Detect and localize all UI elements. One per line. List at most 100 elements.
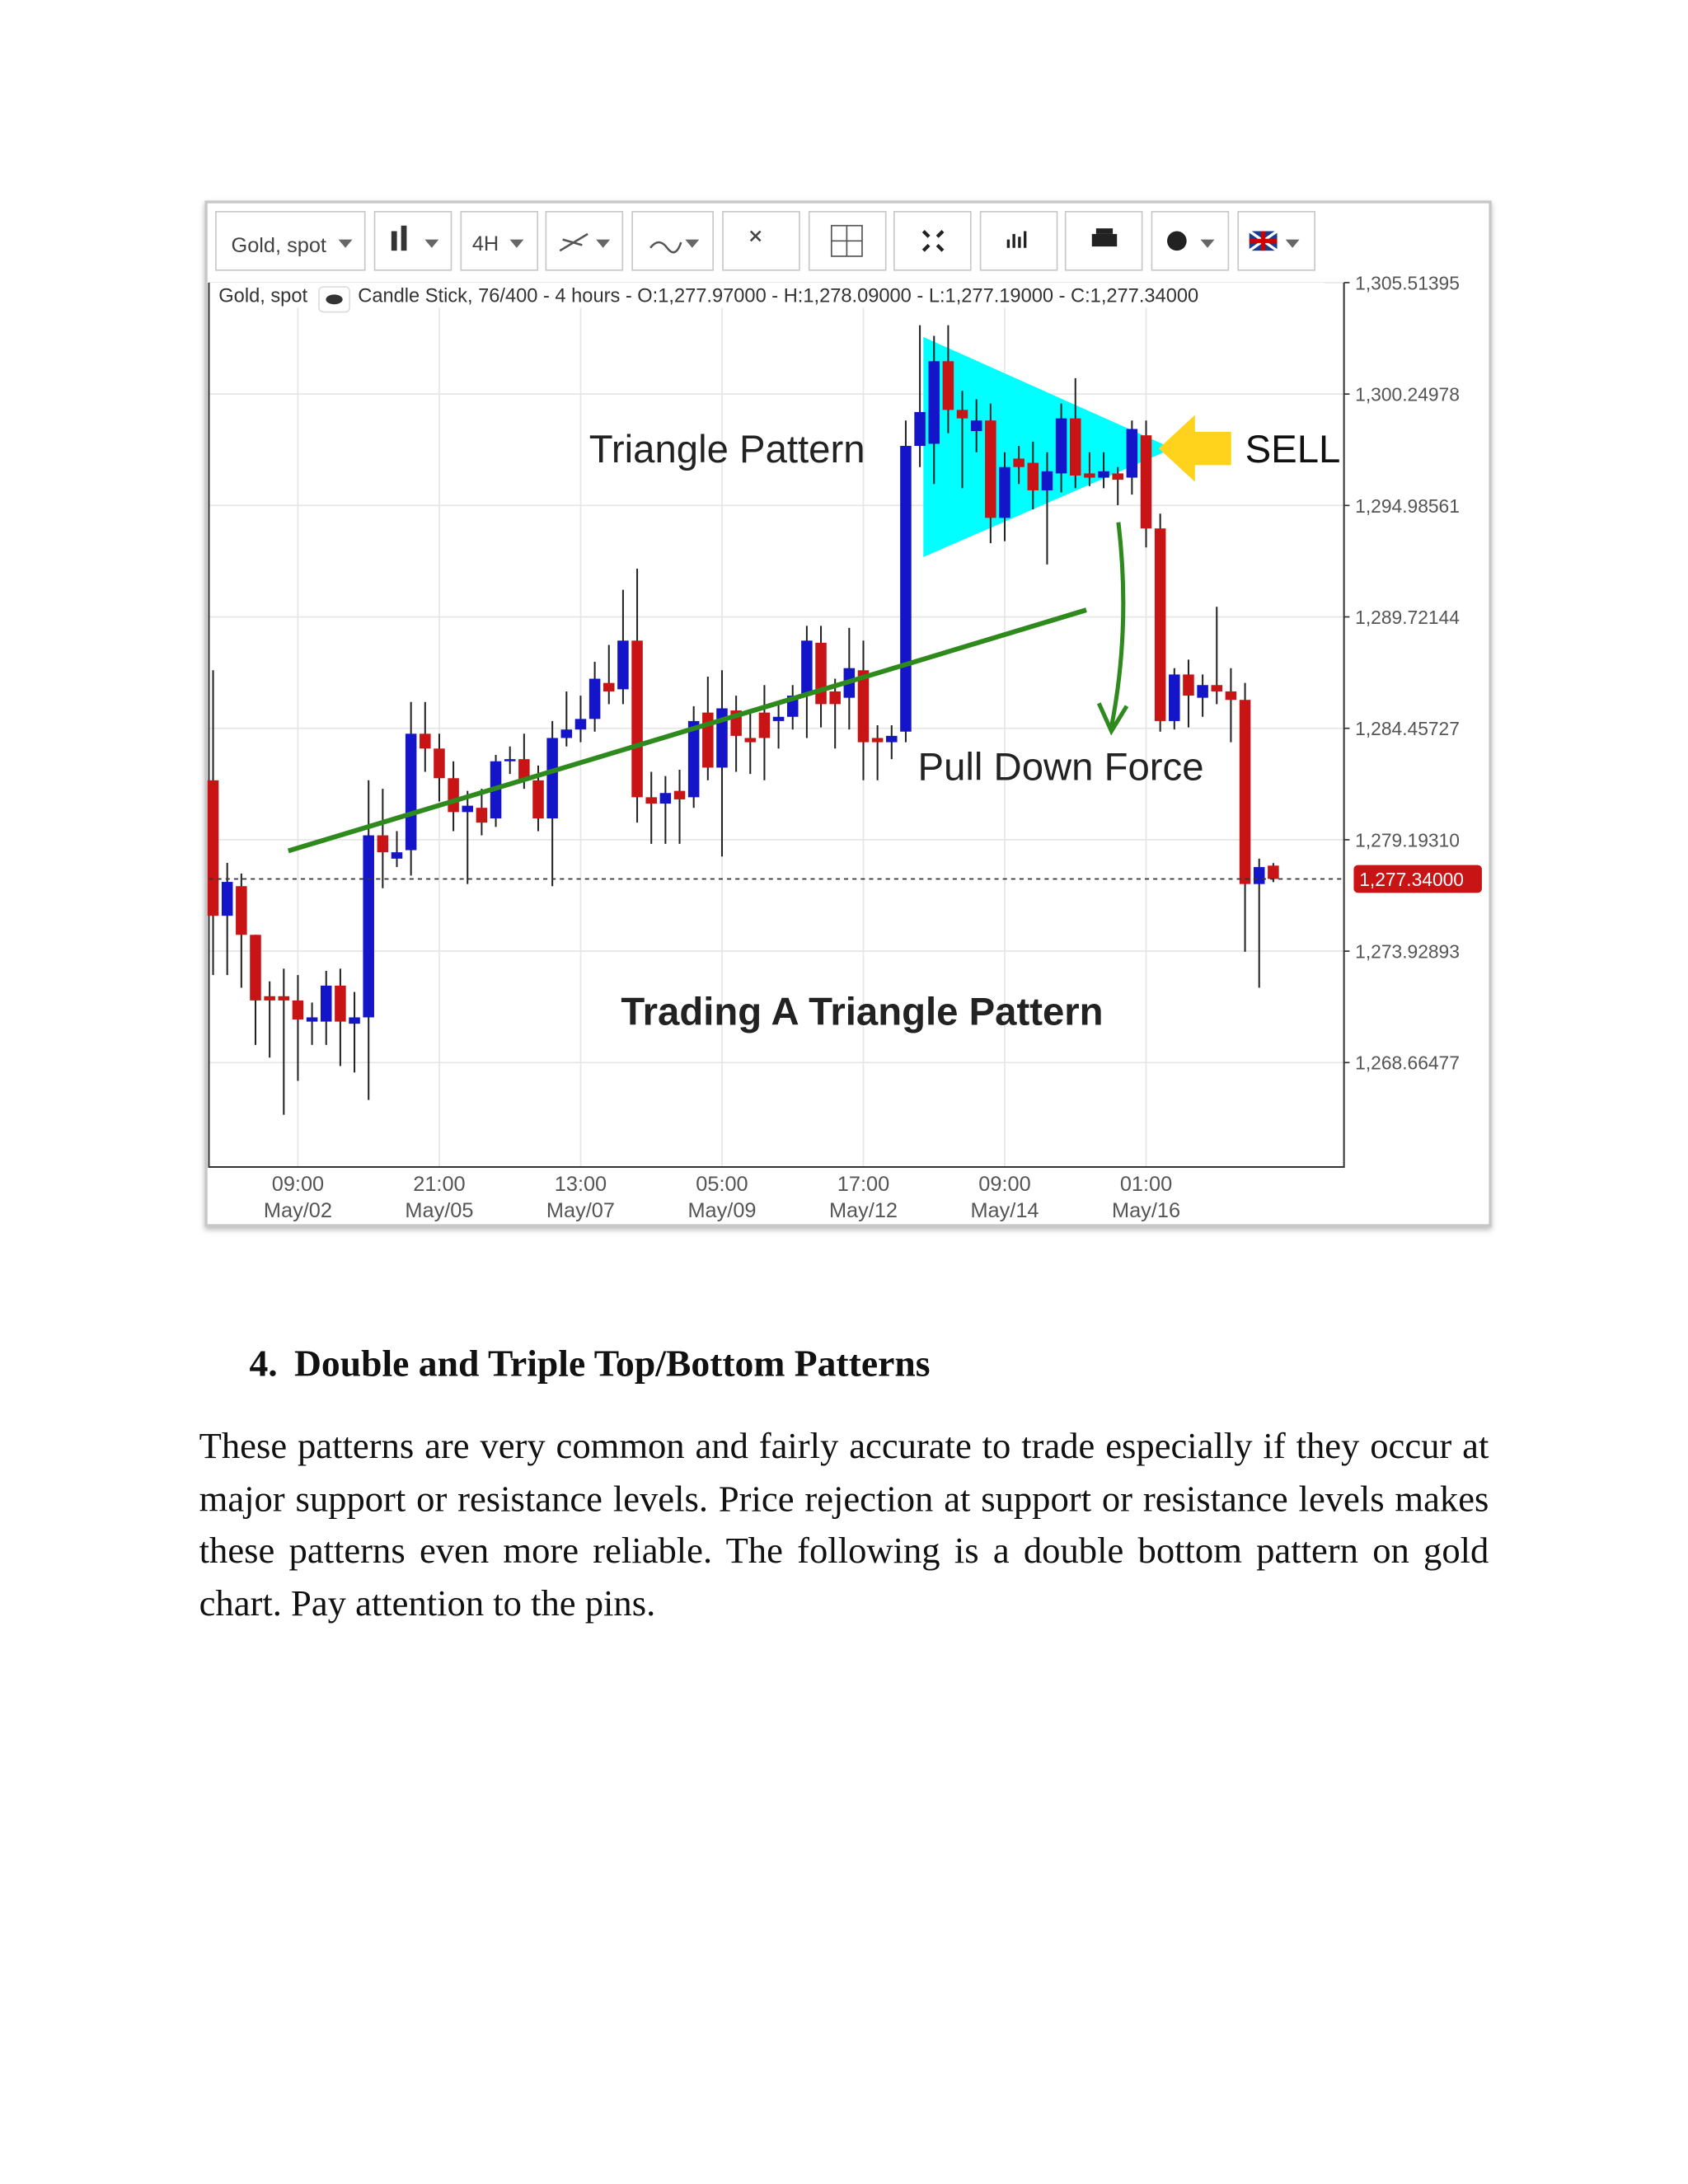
candle-body xyxy=(1126,429,1138,478)
x-tick-label: 01:00 xyxy=(1120,1173,1172,1196)
candle-body xyxy=(914,411,926,447)
candle-body xyxy=(1041,471,1053,490)
candle-body xyxy=(631,640,643,798)
x-tick-label: May/02 xyxy=(264,1199,332,1222)
candle-body xyxy=(588,678,601,719)
paragraph: These patterns are very common and fairl… xyxy=(199,1424,1489,1624)
annotation: Pull Down Force xyxy=(918,745,1204,789)
last-price-label: 1,277.34000 xyxy=(1359,869,1464,890)
candle-body xyxy=(970,420,982,432)
x-tick-label: May/05 xyxy=(405,1199,473,1222)
indicator-button[interactable] xyxy=(631,211,715,271)
heading-number: 4. xyxy=(249,1342,278,1385)
candle-body xyxy=(278,996,290,1001)
candle-body xyxy=(645,797,657,804)
candle-body xyxy=(1211,685,1223,691)
annotation: SELL xyxy=(1245,428,1341,471)
candle-body xyxy=(1169,674,1180,721)
annotation: Triangle Pattern xyxy=(589,428,865,471)
candle-body xyxy=(900,446,912,732)
candle-body xyxy=(1183,674,1194,696)
clear-button[interactable] xyxy=(722,211,800,271)
candle-body xyxy=(363,835,374,1018)
x-tick-label: 09:00 xyxy=(978,1173,1030,1196)
candle-body xyxy=(1098,471,1109,478)
down-arrow-head xyxy=(1096,702,1129,736)
x-tick-label: May/07 xyxy=(546,1199,615,1222)
x-tick-label: May/12 xyxy=(829,1199,898,1222)
settings-button[interactable] xyxy=(1151,211,1230,271)
candle-body xyxy=(207,780,219,916)
candle-body xyxy=(1084,473,1095,478)
candle-body xyxy=(420,733,431,749)
candle-body xyxy=(320,985,332,1022)
x-tick-label: 13:00 xyxy=(555,1173,607,1196)
candle-body xyxy=(236,886,247,935)
candle-body xyxy=(659,793,672,804)
candle-body xyxy=(335,985,346,1022)
toolbar-buttons: Gold, spot 4H xyxy=(215,211,1315,271)
y-tick-label: 1,279.19310 xyxy=(1355,829,1460,851)
y-tick-label: 1,294.98561 xyxy=(1355,495,1460,517)
x-tick-label: May/14 xyxy=(970,1199,1039,1222)
candle-body xyxy=(292,1000,304,1020)
candle-body xyxy=(264,996,275,1001)
candle-body xyxy=(518,759,530,780)
y-tick-label: 1,284.45727 xyxy=(1355,718,1460,739)
candle-body xyxy=(1239,700,1251,884)
timeframe-text: 4H xyxy=(472,232,499,255)
candle-body xyxy=(772,716,785,721)
candle-body xyxy=(1154,528,1166,721)
candle-body xyxy=(532,780,544,819)
candle-body xyxy=(956,410,968,419)
candle-body xyxy=(1253,867,1265,884)
candle-body xyxy=(886,735,898,743)
x-tick-label: 21:00 xyxy=(413,1173,465,1196)
candle-body xyxy=(999,466,1010,518)
annotation: Trading A Triangle Pattern xyxy=(621,991,1103,1034)
timeframe-button[interactable] xyxy=(460,211,539,271)
candle-body xyxy=(349,1017,360,1024)
chart: Gold, spot 4H Gold, spot xyxy=(204,200,1492,1227)
candle-body xyxy=(857,670,870,743)
symbol-text: Gold, spot xyxy=(232,234,326,257)
candle-body xyxy=(221,882,233,916)
candle-body xyxy=(1055,418,1067,474)
candle-body xyxy=(673,790,686,799)
candle-body xyxy=(603,682,615,691)
candle-body xyxy=(504,759,516,762)
x-tick-label: 17:00 xyxy=(837,1173,889,1196)
candle-body xyxy=(617,640,629,690)
info-symbol: Gold, spot xyxy=(218,286,307,307)
fullscreen-button[interactable] xyxy=(893,211,972,271)
candle-body xyxy=(1027,462,1039,490)
y-tick-label: 1,305.51395 xyxy=(1355,272,1460,293)
candle-body xyxy=(560,729,573,738)
candle-body xyxy=(928,361,940,444)
candle-body xyxy=(476,808,488,823)
heading-text: Double and Triple Top/Bottom Patterns xyxy=(293,1342,931,1385)
last-price-box xyxy=(1353,865,1482,893)
candle-body xyxy=(250,935,261,1001)
candle-body xyxy=(448,778,459,813)
drawing-button[interactable] xyxy=(545,211,624,271)
y-tick-label: 1,289.72144 xyxy=(1355,607,1460,628)
candle-body xyxy=(391,852,403,859)
candle-body xyxy=(1225,691,1237,701)
candle-body xyxy=(546,738,558,819)
candle-body xyxy=(1069,418,1081,476)
axis-frame xyxy=(208,283,1345,1169)
candle-body xyxy=(405,733,417,851)
chart-type-button[interactable] xyxy=(373,211,452,271)
candle-body xyxy=(687,720,700,798)
candle-body xyxy=(1013,458,1025,467)
y-tick-label: 1,273.92893 xyxy=(1355,941,1460,963)
trend-line xyxy=(287,607,1087,854)
y-tick-label: 1,268.66477 xyxy=(1355,1052,1460,1074)
candle-body xyxy=(434,748,445,779)
chart-frame xyxy=(204,200,1492,1227)
candle-body xyxy=(942,361,954,410)
candles xyxy=(207,325,1279,1115)
candle-body xyxy=(829,691,841,705)
